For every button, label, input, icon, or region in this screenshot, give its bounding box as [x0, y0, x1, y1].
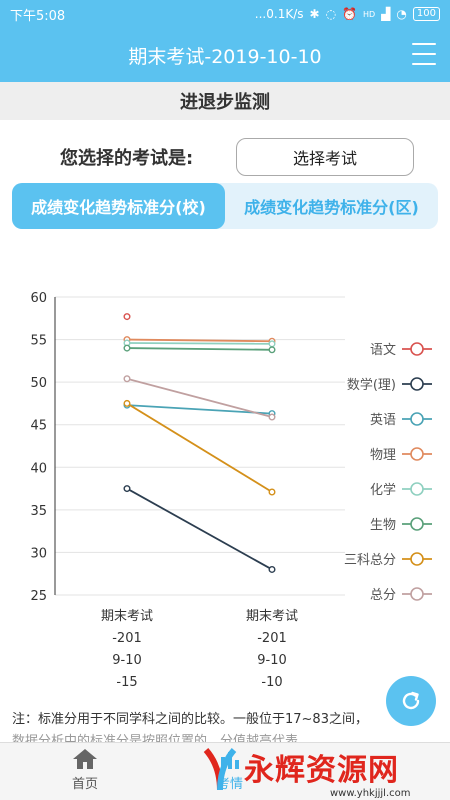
wifi-icon: ◔ — [396, 7, 407, 21]
tab-district-standard-score[interactable]: 成绩变化趋势标准分(区) — [244, 198, 419, 217]
exam-select-row: 您选择的考试是: 选择考试 — [0, 136, 450, 178]
bluetooth-icon: ✱ — [309, 7, 320, 21]
y-tick-label: 30 — [30, 546, 47, 561]
legend-label: 数学(理) — [347, 377, 396, 393]
data-point — [268, 340, 276, 348]
tab-school-standard-score[interactable]: 成绩变化趋势标准分(校) — [12, 183, 225, 229]
legend-label: 英语 — [370, 413, 396, 428]
data-point — [268, 413, 276, 421]
page-title: 期末考试-2019-10-10 — [128, 45, 322, 68]
x-tick-label: -15 — [116, 675, 137, 690]
data-point — [268, 565, 276, 573]
series-line — [126, 338, 273, 343]
x-tick-label: -201 — [112, 631, 142, 646]
refresh-icon — [402, 691, 420, 710]
select-exam-button[interactable]: 选择考试 — [236, 138, 414, 176]
exam-select-label: 您选择的考试是: — [60, 148, 194, 169]
data-point — [123, 313, 131, 321]
legend-marker — [410, 377, 424, 391]
trend-chart-svg: 60 55 50 45 40 35 30 25 期末考试 -201 9-10 -15 期末考试 -201 9… — [30, 291, 432, 690]
legend-marker — [410, 587, 424, 601]
series-line — [126, 404, 273, 415]
x-tick-label: 9-10 — [112, 653, 142, 668]
app-bar: 期末考试-2019-10-10 — [0, 28, 450, 82]
legend-marker — [410, 482, 424, 496]
x-tick-label: 9-10 — [257, 653, 287, 668]
watermark-logo — [203, 748, 237, 791]
legend-marker — [410, 517, 424, 531]
x-tick-label: -201 — [257, 631, 287, 646]
legend-label: 化学 — [370, 482, 396, 498]
legend-marker — [410, 552, 424, 566]
watermark-url: www.yhkjjjl.com — [330, 788, 411, 799]
legend-marker — [410, 342, 424, 356]
nav-home[interactable]: 首页 — [60, 747, 110, 797]
y-tick-label: 25 — [30, 589, 47, 604]
legend-label: 三科总分 — [344, 553, 396, 568]
legend-label: 总分 — [370, 588, 396, 603]
battery-icon: 100 — [412, 7, 440, 21]
x-tick-label: 期末考试 — [246, 609, 298, 624]
section-title: 进退步监测 — [0, 82, 450, 120]
status-icons: ...0.1K/s ✱ ◌ ⏰ HD ▟ ◔ 100 — [255, 7, 440, 21]
legend-marker — [410, 412, 424, 426]
y-tick-label: 60 — [30, 291, 47, 306]
home-icon — [73, 749, 97, 769]
menu-icon — [412, 43, 436, 45]
data-point — [123, 344, 131, 352]
data-point — [123, 485, 131, 493]
status-bar: 下午5:08 ...0.1K/s ✱ ◌ ⏰ HD ▟ ◔ 100 — [0, 0, 450, 28]
y-tick-label: 45 — [30, 419, 47, 434]
legend-label: 物理 — [370, 448, 396, 463]
legend-marker — [410, 447, 424, 461]
legend-label: 语文 — [370, 343, 396, 358]
watermark: 永辉资源网 — [200, 742, 450, 800]
data-point — [268, 346, 276, 354]
legend-label: 生物 — [370, 518, 396, 533]
signal-icon: ▟ — [381, 7, 391, 21]
nav-home-label: 首页 — [71, 777, 98, 792]
network-speed: ...0.1K/s — [254, 7, 304, 21]
x-tick-label: -10 — [261, 675, 282, 690]
tab-bar: 成绩变化趋势标准分(校) 成绩变化趋势标准分(区) — [12, 183, 438, 229]
trend-chart: 60 55 50 45 40 35 30 25 期末考试 -201 9-10 -15 期末考试 -201 9… — [0, 235, 450, 705]
series-line — [126, 402, 273, 493]
watermark-text: 永辉资源网 — [244, 753, 399, 788]
data-point — [268, 488, 276, 496]
series-line — [126, 487, 273, 571]
data-point — [123, 375, 131, 383]
data-point — [123, 399, 131, 407]
signal-label: HD — [363, 9, 376, 19]
y-tick-label: 55 — [30, 334, 47, 349]
refresh-button[interactable] — [386, 676, 436, 726]
series-line — [126, 347, 273, 351]
alarm-icon: ⏰ — [342, 7, 357, 21]
note-text-continued: 数据分析中的标准分是按照位置的，分值越高代表... — [12, 734, 311, 742]
series-line — [126, 342, 273, 345]
x-tick-label: 期末考试 — [101, 609, 153, 624]
status-time: 下午5:08 — [10, 8, 66, 24]
menu-button[interactable] — [412, 43, 436, 65]
y-tick-label: 40 — [30, 461, 47, 476]
note-text: 注：标准分用于不同学科之间的比较。一般位于17~83之间， — [12, 712, 368, 727]
mute-icon: ◌ — [325, 7, 337, 21]
y-tick-label: 35 — [30, 504, 47, 519]
series-line — [126, 377, 273, 418]
y-tick-label: 50 — [30, 376, 47, 391]
